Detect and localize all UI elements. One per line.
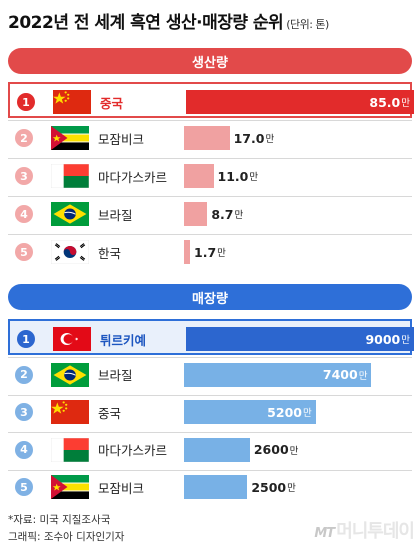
bar (186, 327, 414, 351)
chart-row: 1 중국 85.0 만 (8, 82, 414, 120)
row-separator (8, 394, 412, 396)
title-text: 2022년 전 세계 흑연 생산·매장량 순위 (8, 13, 284, 33)
bar (184, 126, 230, 150)
value-suffix: 만 (217, 248, 226, 259)
row-separator (8, 432, 412, 433)
category-label: 브라질 (98, 368, 133, 383)
category-label: 중국 (98, 405, 122, 421)
value-label: 5200 만 (260, 394, 312, 430)
value-number: 2500 (251, 479, 287, 495)
value-suffix: 만 (287, 483, 296, 494)
bar (184, 240, 190, 264)
value-suffix: 만 (249, 172, 259, 183)
rank-badge: 2 (15, 129, 33, 147)
chart-row: 3 중국 5200 만 (8, 394, 412, 430)
value-label: 17.0 만 (234, 120, 275, 156)
value-suffix: 만 (401, 335, 410, 346)
rank-badge: 3 (15, 167, 33, 185)
logo-text: 머니투데이 (336, 521, 415, 542)
chart-row: 5 한국 1.7 만 (8, 234, 412, 270)
bar (186, 90, 414, 114)
category-label: 모잠비크 (98, 131, 145, 147)
value-number: 2600 (253, 442, 289, 457)
value-number: 17.0 (233, 130, 265, 146)
value-label: 1.7 만 (194, 234, 226, 270)
value-suffix: 만 (401, 98, 410, 109)
rank-badge: 3 (15, 403, 33, 421)
chart-row: 1 튀르키예 9000 만 (8, 319, 414, 357)
madagascar-flag-icon (51, 437, 89, 462)
madagascar-flag-icon (51, 164, 89, 188)
value-number: 7400 (322, 367, 358, 382)
rank-badge: 1 (17, 93, 35, 111)
china-flag-icon (53, 90, 91, 114)
logo-mt: MT (314, 526, 335, 541)
korea-flag-icon (51, 240, 89, 264)
value-suffix: 만 (234, 210, 244, 221)
row-separator (8, 469, 412, 471)
rank-badge: 5 (15, 243, 33, 261)
china-flag-icon (51, 400, 89, 424)
category-label: 한국 (98, 245, 122, 261)
value-label: 7400 만 (315, 357, 368, 393)
rank-badge: 4 (15, 440, 33, 459)
value-label: 11.0 만 (218, 158, 259, 194)
bar (184, 437, 250, 462)
value-suffix: 만 (289, 445, 299, 457)
brazil-flag-icon (51, 362, 89, 387)
value-suffix: 만 (265, 134, 275, 145)
category-label: 브라질 (98, 207, 133, 223)
bar (184, 362, 372, 387)
value-number: 1.7 (194, 244, 217, 260)
rank-badge: 5 (15, 478, 33, 496)
reserve-header: 매장량 (8, 284, 412, 310)
category-label: 튀르키예 (100, 332, 147, 348)
value-number: 5200 (267, 404, 302, 420)
publisher-logo: MT 머니투데이 (314, 517, 415, 543)
production-header: 생산량 (8, 48, 412, 74)
bar (184, 475, 248, 499)
chart-row: 2 모잠비크 17.0 만 (8, 120, 412, 156)
chart-row: 4 마다가스카르 2600 만 (8, 432, 412, 468)
value-label: 2500 만 (251, 469, 296, 505)
bar (184, 202, 208, 226)
value-suffix: 만 (358, 370, 368, 382)
brazil-flag-icon (51, 202, 89, 226)
value-label: 85.0 만 (358, 84, 410, 120)
mozambique-flag-icon (51, 475, 89, 499)
mozambique-flag-icon (51, 126, 89, 150)
value-number: 8.7 (211, 206, 234, 222)
value-number: 9000 (365, 331, 401, 347)
row-separator (8, 196, 412, 197)
chart-row: 4 브라질 8.7 만 (8, 196, 412, 232)
bar (184, 400, 316, 424)
category-label: 마다가스카르 (98, 443, 168, 458)
rank-badge: 1 (17, 330, 35, 348)
row-separator (8, 357, 412, 358)
chart-row: 2 브라질 7400 만 (8, 357, 412, 393)
value-label: 8.7 만 (211, 196, 243, 232)
rank-badge: 2 (15, 365, 33, 384)
source-note: *자료: 미국 지질조사국 (8, 514, 111, 526)
value-label: 2600 만 (254, 432, 299, 468)
value-number: 11.0 (217, 168, 249, 184)
chart-row: 3 마다가스카르 11.0 만 (8, 158, 412, 194)
category-label: 중국 (100, 95, 124, 111)
rank-badge: 4 (15, 205, 33, 223)
value-suffix: 만 (302, 408, 312, 419)
chart-title: 2022년 전 세계 흑연 생산·매장량 순위 (단위: 톤) (8, 8, 329, 33)
value-number: 85.0 (369, 94, 401, 110)
bar (184, 164, 214, 188)
value-label: 9000 만 (358, 321, 410, 357)
category-label: 마다가스카르 (98, 169, 168, 185)
chart-row: 5 모잠비크 2500 만 (8, 469, 412, 505)
category-label: 모잠비크 (98, 480, 145, 496)
turkey-flag-icon (53, 327, 91, 351)
graphic-credit: 그래픽: 조수아 디자인기자 (8, 531, 125, 543)
row-separator (8, 158, 412, 159)
row-separator (8, 234, 412, 235)
unit-label: (단위: 톤) (286, 18, 329, 31)
row-separator (8, 120, 412, 121)
